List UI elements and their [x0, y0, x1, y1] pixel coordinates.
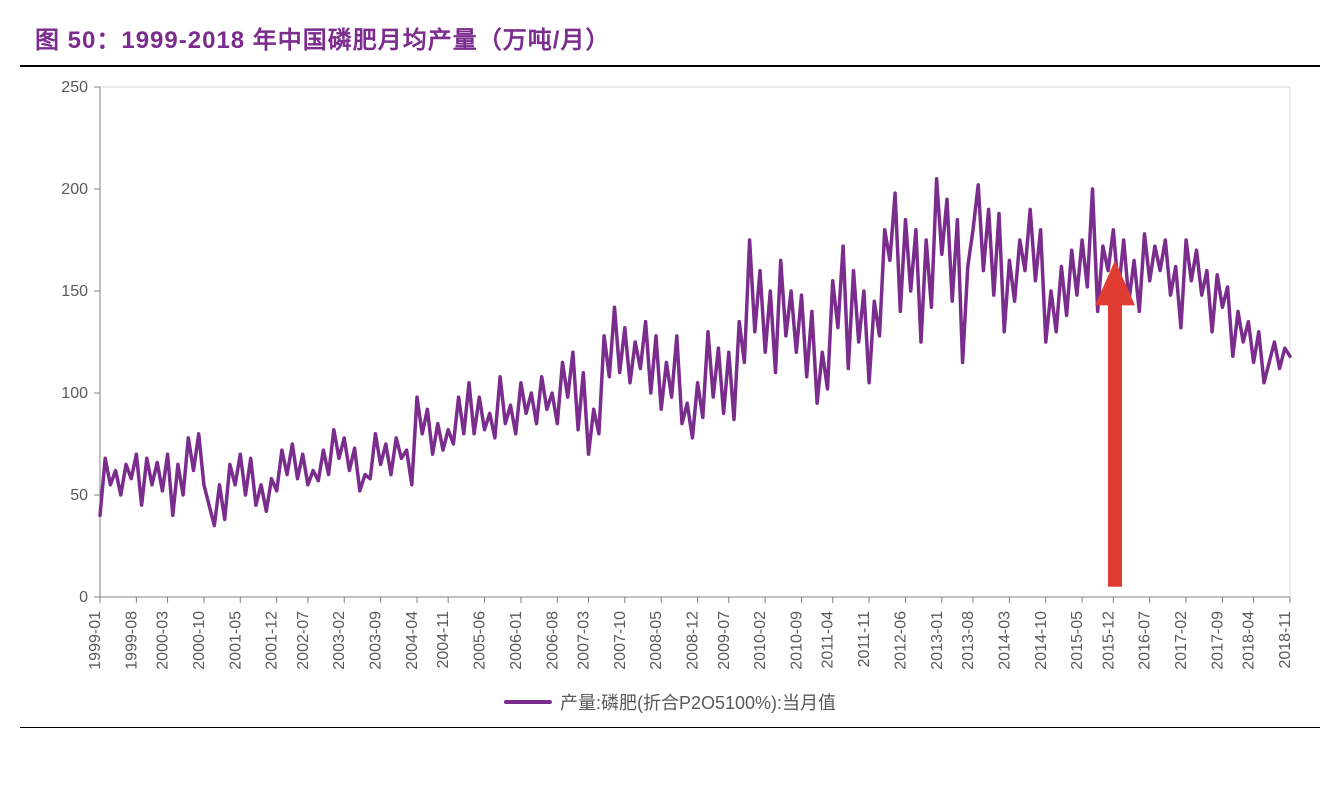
chart-title: 图 50：1999-2018 年中国磷肥月均产量（万吨/月）	[0, 0, 1340, 65]
svg-text:2016-07: 2016-07	[1137, 611, 1154, 670]
svg-text:150: 150	[61, 283, 88, 300]
svg-text:2015-12: 2015-12	[1100, 611, 1117, 670]
svg-text:1999-08: 1999-08	[123, 611, 140, 670]
svg-text:2011-11: 2011-11	[856, 611, 873, 667]
svg-text:2003-02: 2003-02	[331, 611, 348, 670]
svg-text:2002-07: 2002-07	[295, 611, 312, 670]
chart-container: 0 50 100 150 200 250 1999-01 1999-08 2000-03 2000…	[30, 77, 1310, 717]
svg-text:2004-04: 2004-04	[404, 611, 421, 670]
svg-text:2017-02: 2017-02	[1173, 611, 1190, 670]
svg-text:2001-05: 2001-05	[227, 611, 244, 670]
svg-text:2005-06: 2005-06	[472, 611, 489, 670]
legend-swatch	[504, 700, 552, 704]
top-rule	[20, 65, 1320, 67]
svg-text:2014-03: 2014-03	[996, 611, 1013, 670]
line-chart: 0 50 100 150 200 250 1999-01 1999-08 2000-03 2000…	[30, 77, 1310, 717]
svg-text:2008-12: 2008-12	[685, 611, 702, 670]
svg-text:2013-01: 2013-01	[929, 611, 946, 670]
svg-text:2017-09: 2017-09	[1209, 611, 1226, 670]
svg-text:2013-08: 2013-08	[960, 611, 977, 670]
bottom-rule	[20, 727, 1320, 728]
svg-text:2006-01: 2006-01	[508, 611, 525, 670]
svg-text:2015-05: 2015-05	[1069, 611, 1086, 670]
svg-text:2014-10: 2014-10	[1033, 611, 1050, 670]
svg-text:2008-05: 2008-05	[648, 611, 665, 670]
svg-text:2010-02: 2010-02	[752, 611, 769, 670]
svg-text:2011-04: 2011-04	[820, 611, 837, 669]
svg-text:2000-10: 2000-10	[191, 611, 208, 670]
svg-text:2010-09: 2010-09	[789, 611, 806, 670]
svg-text:2018-11: 2018-11	[1277, 611, 1294, 669]
svg-text:2004-11: 2004-11	[435, 611, 452, 669]
svg-text:2000-03: 2000-03	[155, 611, 172, 670]
svg-text:100: 100	[61, 385, 88, 402]
svg-text:250: 250	[61, 79, 88, 96]
svg-text:50: 50	[70, 487, 88, 504]
svg-text:2007-03: 2007-03	[575, 611, 592, 670]
svg-text:200: 200	[61, 181, 88, 198]
svg-text:2009-07: 2009-07	[716, 611, 733, 670]
svg-text:2001-12: 2001-12	[264, 611, 281, 670]
svg-text:2006-08: 2006-08	[544, 611, 561, 670]
svg-text:2018-04: 2018-04	[1241, 611, 1258, 670]
svg-text:2003-09: 2003-09	[368, 611, 385, 670]
svg-text:2012-06: 2012-06	[892, 611, 909, 670]
svg-text:0: 0	[79, 589, 88, 606]
legend-label: 产量:磷肥(折合P2O5100%):当月值	[560, 689, 836, 715]
legend: 产量:磷肥(折合P2O5100%):当月值	[504, 689, 836, 715]
svg-text:2007-10: 2007-10	[612, 611, 629, 670]
svg-text:1999-01: 1999-01	[87, 611, 104, 670]
